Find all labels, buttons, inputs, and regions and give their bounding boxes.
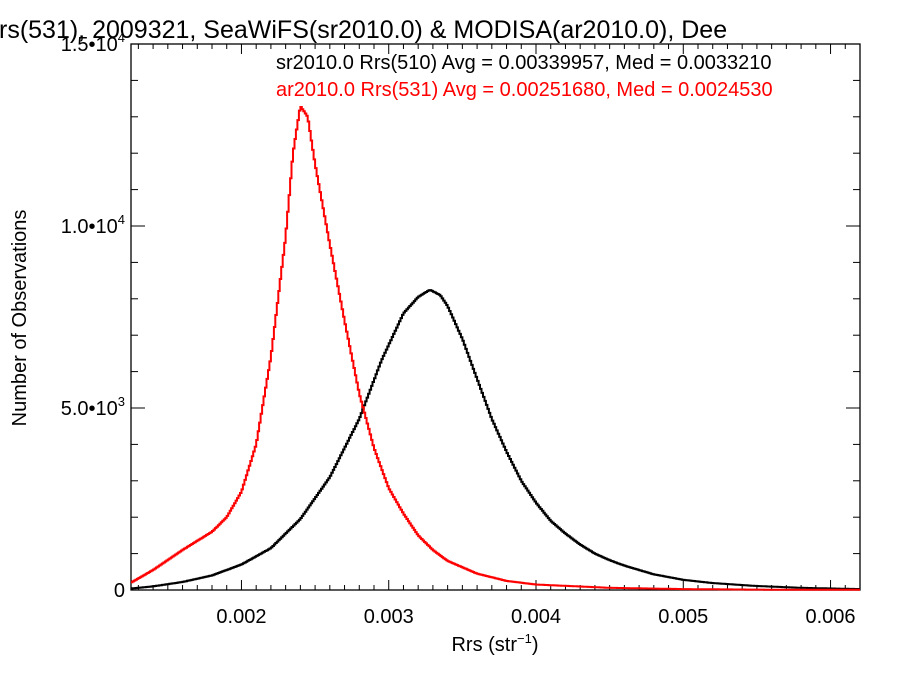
- y-tick-label: 0: [114, 580, 125, 602]
- y-tick-label: 5.0•103: [61, 394, 125, 420]
- x-axis-label-base: Rrs (str: [451, 634, 517, 656]
- x-axis-label-close: ): [532, 634, 539, 656]
- y-tick-label-exp: 4: [118, 30, 125, 45]
- y-axis-label: Number of Observations: [9, 210, 31, 427]
- y-tick-label-exp: 3: [118, 394, 125, 409]
- y-tick-label-base: 1.0•10: [61, 216, 118, 238]
- y-tick-label-exp: 4: [118, 212, 125, 227]
- x-tick-label: 0.004: [511, 606, 561, 628]
- series-lines: [131, 106, 860, 591]
- x-tick-label: 0.006: [806, 606, 856, 628]
- y-tick-label-base: 1.5•10: [61, 34, 118, 56]
- x-tick-label: 0.005: [658, 606, 708, 628]
- y-tick-label: 1.5•104: [61, 30, 125, 56]
- x-axis-label-sup: −1: [517, 631, 532, 646]
- x-tick-label: 0.003: [364, 606, 414, 628]
- axis-ticks: 0.002 0.003 0.004 0.005 0.00605.0•1031.0•104…: [61, 30, 861, 628]
- y-tick-label-base: 0: [114, 580, 125, 602]
- legend-entry-sr2010: sr2010.0 Rrs(510) Avg = 0.00339957, Med …: [276, 52, 772, 74]
- x-tick-label: 0.002: [216, 606, 266, 628]
- y-tick-label: 1.0•104: [61, 212, 125, 238]
- x-axis-label: Rrs (str−1): [451, 631, 538, 656]
- series-line-1: [131, 106, 860, 591]
- y-tick-label-base: 5.0•10: [61, 398, 118, 420]
- legend-entry-ar2010: ar2010.0 Rrs(531) Avg = 0.00251680, Med …: [276, 79, 773, 101]
- series-line-0: [131, 289, 860, 591]
- plot-frame: [130, 43, 861, 591]
- chart-title: rs(531), 2009321, SeaWiFS(sr2010.0) & MO…: [0, 16, 727, 44]
